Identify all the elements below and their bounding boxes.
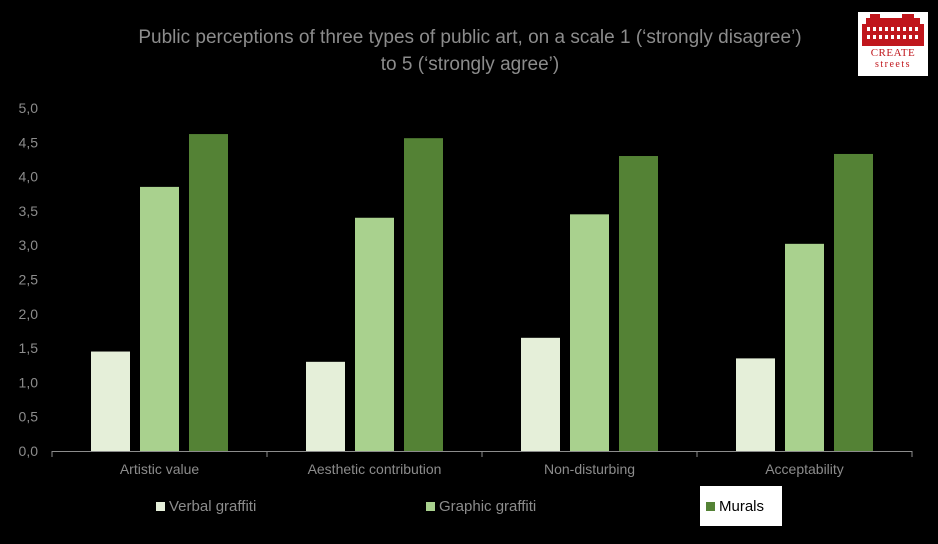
legend-item-verbal-graffiti: Verbal graffiti — [156, 486, 256, 526]
y-tick-label: 1,5 — [19, 340, 39, 356]
legend-swatch — [156, 501, 165, 511]
y-tick-label: 2,0 — [19, 306, 39, 322]
y-tick-label: 4,5 — [19, 134, 39, 150]
logo-text-streets: streets — [874, 59, 912, 70]
x-tick-label: Aesthetic contribution — [308, 461, 442, 477]
x-tick-label: Acceptability — [765, 461, 844, 477]
bar-verbal-graffiti — [91, 351, 130, 451]
x-axis-labels: Artistic value Aesthetic contribution Non-… — [120, 461, 844, 477]
bar-verbal-graffiti — [306, 361, 345, 451]
y-tick-label: 3,5 — [19, 203, 39, 219]
building-icon — [862, 14, 924, 46]
logo-text-create: CREATE — [870, 47, 916, 59]
x-tick-label: Artistic value — [120, 461, 200, 477]
legend-label: Verbal graffiti — [169, 497, 257, 515]
bar-murals — [404, 138, 443, 451]
bar-murals — [834, 153, 873, 451]
y-tick-label: 4,0 — [19, 169, 39, 185]
y-tick-label: 1,0 — [19, 374, 39, 390]
chart-title-line-2: to 5 (‘strongly agree’) — [380, 54, 560, 75]
y-tick-label: 3,0 — [19, 237, 39, 253]
y-axis-ticks: 0,0 0,5 1,0 1,5 2,0 2,5 3,0 3,5 4,0 4,5 5,0 — [19, 100, 39, 459]
y-tick-label: 0,0 — [19, 443, 39, 459]
legend: Verbal graffiti Graphic graffiti Murals — [0, 486, 938, 526]
bar-murals — [189, 134, 228, 451]
bar-graphic-graffiti — [570, 214, 609, 451]
bar-murals — [619, 156, 658, 451]
chart-title-line-1: Public perceptions of three types of pub… — [138, 27, 802, 48]
bars — [91, 134, 873, 451]
bar-graphic-graffiti — [140, 186, 179, 451]
legend-item-murals: Murals — [700, 486, 783, 526]
chart-title: Public perceptions of three types of pub… — [60, 24, 880, 78]
bar-chart: 0,0 0,5 1,0 1,5 2,0 2,5 3,0 3,5 4,0 4,5 5,0 Artist… — [19, 100, 913, 477]
legend-item-graphic-graffiti: Graphic graffiti — [426, 486, 536, 526]
legend-swatch — [426, 501, 435, 511]
bar-graphic-graffiti — [785, 243, 824, 451]
x-tick-label: Non-disturbing — [544, 461, 635, 477]
y-tick-label: 2,5 — [19, 272, 39, 288]
x-axis — [51, 451, 913, 457]
bar-verbal-graffiti — [736, 358, 775, 451]
legend-label: Graphic graffiti — [439, 497, 537, 515]
bar-graphic-graffiti — [355, 217, 394, 451]
y-tick-label: 0,5 — [19, 409, 39, 425]
legend-label: Murals — [719, 497, 765, 515]
y-tick-label: 5,0 — [19, 100, 39, 116]
legend-swatch — [706, 501, 715, 511]
create-streets-logo: CREATE streets — [858, 12, 928, 76]
bar-verbal-graffiti — [521, 337, 560, 451]
